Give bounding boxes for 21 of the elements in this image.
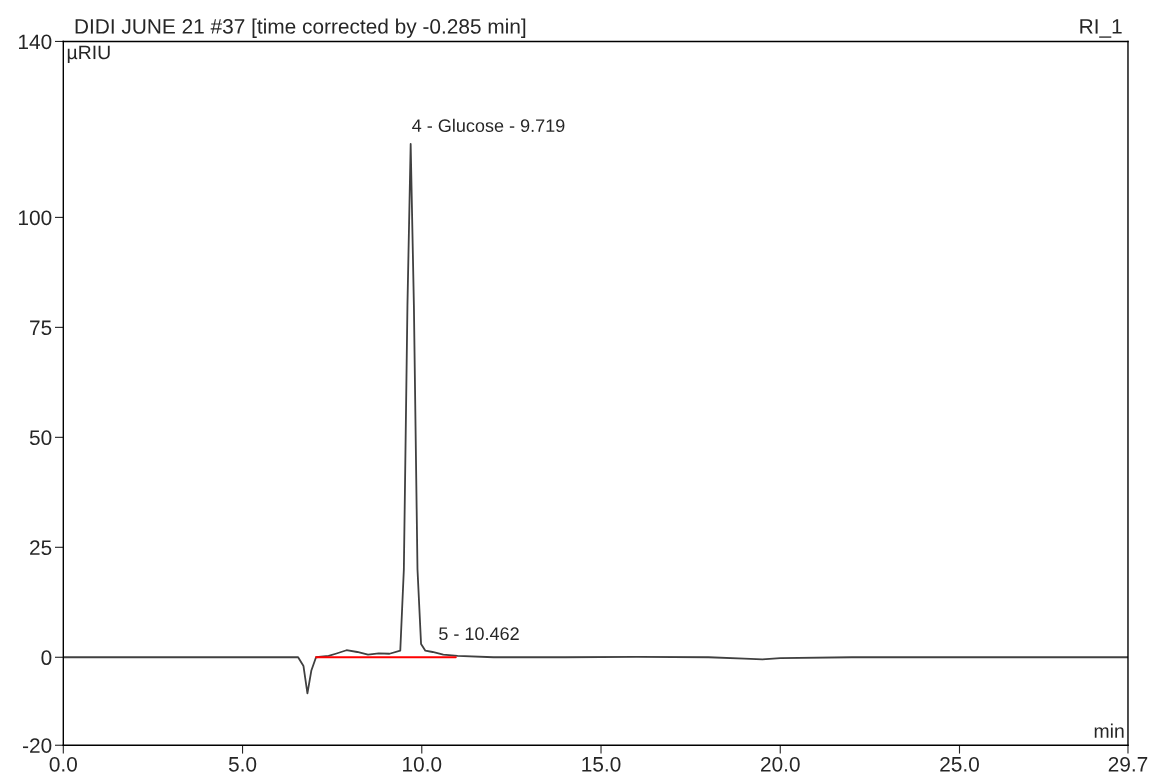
y-axis-title: µRIU: [67, 45, 110, 64]
x-tick-label: 15.0: [582, 756, 621, 772]
annotation: 5 - 10.462: [439, 627, 519, 641]
line-series: [63, 143, 1128, 695]
y-tick-label: 75: [30, 320, 52, 336]
chart-subtitle: RI_1: [1080, 19, 1122, 38]
x-axis-title: min: [1094, 723, 1124, 738]
x-tick-label: 20.0: [761, 756, 800, 772]
annotation: 4 - Glucose - 9.719: [412, 118, 565, 133]
y-tick-label: 50: [29, 430, 52, 446]
y-tick-label: -20: [23, 738, 52, 753]
x-tick-label: 10.0: [403, 756, 442, 772]
y-tick-label: 140: [19, 34, 52, 50]
x-tick-label: 25.0: [940, 756, 979, 772]
x-tick-label: 29.7: [1108, 756, 1148, 772]
chart-title: DIDI JUNE 21 #37 [time corrected by -0.285 min]: [75, 18, 526, 38]
y-tick-label: 100: [19, 210, 52, 226]
x-tick-label: 0.0: [49, 756, 77, 772]
y-tick-label: 25: [30, 540, 52, 556]
y-tick-label: 0: [41, 650, 52, 666]
x-tick-label: 5.0: [228, 756, 257, 772]
